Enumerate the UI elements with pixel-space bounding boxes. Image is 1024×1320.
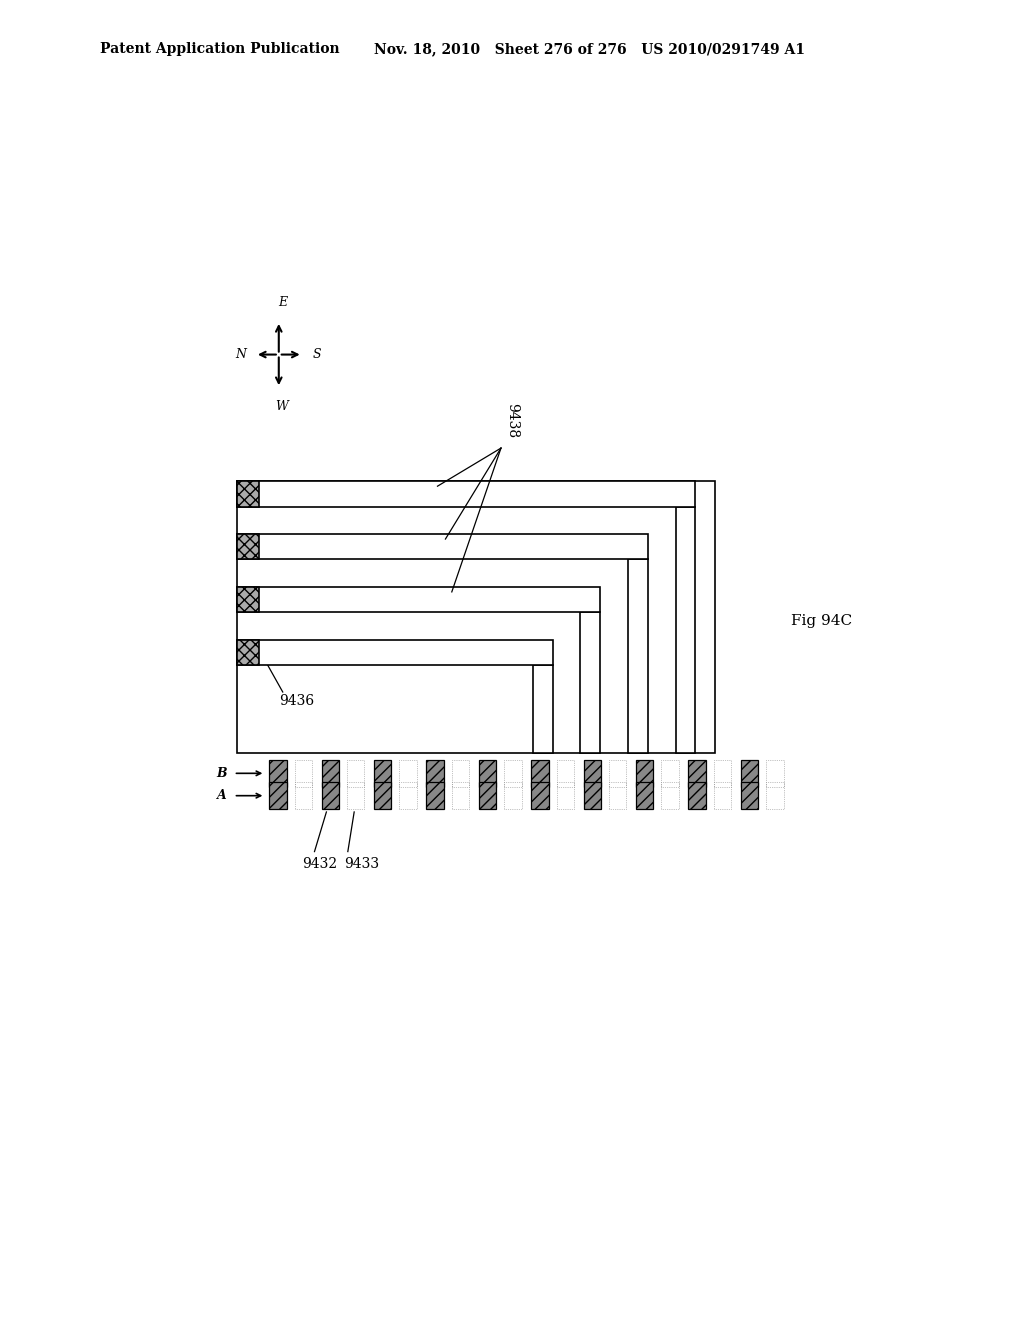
Bar <box>584 783 601 809</box>
Bar <box>295 783 312 809</box>
Bar <box>628 560 648 752</box>
Bar <box>237 587 600 612</box>
Bar <box>557 760 574 787</box>
Bar <box>584 760 601 787</box>
Bar <box>479 783 497 809</box>
Text: N: N <box>236 348 246 362</box>
Bar <box>662 760 679 787</box>
Bar <box>636 760 653 787</box>
Bar <box>237 640 259 665</box>
Bar <box>479 760 497 787</box>
Bar <box>676 507 695 752</box>
Bar <box>237 640 553 665</box>
Bar <box>347 760 365 787</box>
Text: Nov. 18, 2010   Sheet 276 of 276   US 2010/0291749 A1: Nov. 18, 2010 Sheet 276 of 276 US 2010/0… <box>374 42 805 57</box>
Bar <box>269 783 287 809</box>
Bar <box>714 783 731 809</box>
Bar <box>322 760 339 787</box>
Bar <box>452 783 469 809</box>
Bar <box>609 760 627 787</box>
Bar <box>237 480 259 507</box>
Bar <box>426 760 443 787</box>
Bar <box>426 783 443 809</box>
Bar <box>504 783 521 809</box>
Bar <box>237 535 648 560</box>
Text: Fig 94C: Fig 94C <box>791 614 852 628</box>
Bar <box>452 760 469 787</box>
Text: 9438: 9438 <box>505 403 519 438</box>
Bar <box>636 783 653 809</box>
Text: Patent Application Publication: Patent Application Publication <box>100 42 340 57</box>
Bar <box>662 783 679 809</box>
Bar <box>237 480 715 752</box>
Text: B: B <box>216 767 227 780</box>
Text: A: A <box>217 789 227 803</box>
Bar <box>374 783 391 809</box>
Bar <box>740 783 758 809</box>
Bar <box>399 760 417 787</box>
Bar <box>269 760 287 787</box>
Bar <box>557 783 574 809</box>
Text: W: W <box>274 400 288 413</box>
Bar <box>237 587 259 612</box>
Bar <box>531 760 549 787</box>
Bar <box>531 783 549 809</box>
Bar <box>581 612 600 752</box>
Bar <box>237 535 259 560</box>
Bar <box>504 760 521 787</box>
Bar <box>399 783 417 809</box>
Text: 9433: 9433 <box>344 857 379 871</box>
Bar <box>347 783 365 809</box>
Bar <box>714 760 731 787</box>
Bar <box>766 760 783 787</box>
Bar <box>532 665 553 752</box>
Text: 9432: 9432 <box>303 857 338 871</box>
Bar <box>237 480 695 507</box>
Bar <box>740 760 758 787</box>
Text: E: E <box>279 296 288 309</box>
Bar <box>322 783 339 809</box>
Bar <box>295 760 312 787</box>
Bar <box>688 783 706 809</box>
Bar <box>374 760 391 787</box>
Text: 9436: 9436 <box>279 694 314 708</box>
Bar <box>688 760 706 787</box>
Bar <box>766 783 783 809</box>
Text: S: S <box>312 348 322 362</box>
Bar <box>609 783 627 809</box>
